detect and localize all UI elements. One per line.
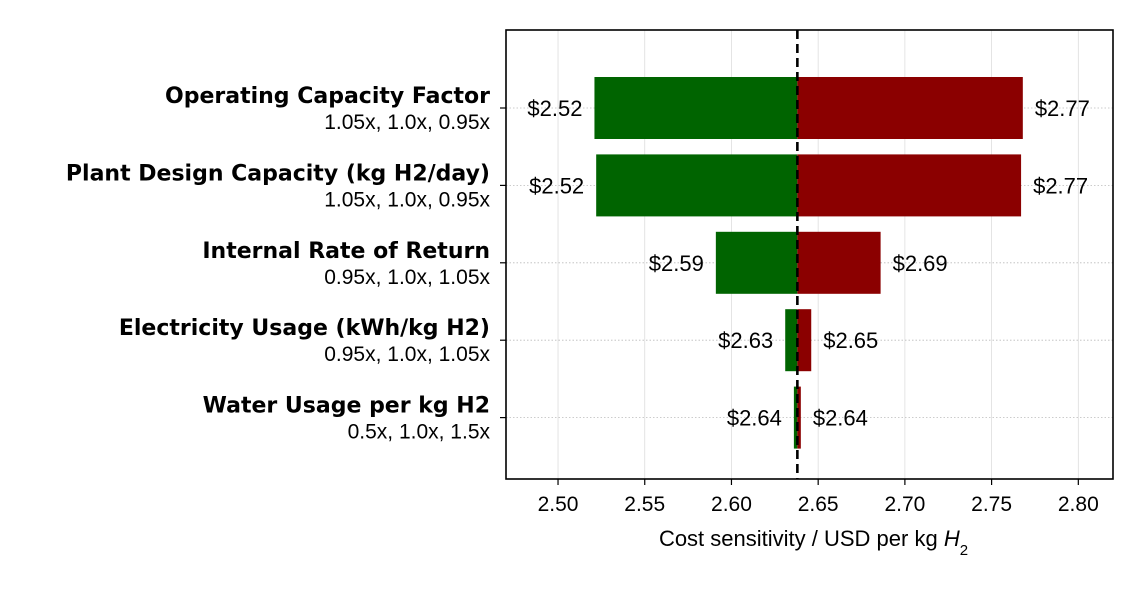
labels: 2.50 2.55 2.60 2.65 2.70 2.75 2.80 $2.52 $2.77 Op… [66, 84, 1099, 516]
high-bar [797, 309, 812, 372]
high-value-label: $2.64 [813, 406, 868, 431]
low-value-label: $2.52 [529, 173, 584, 198]
low-value-label: $2.64 [727, 406, 782, 431]
low-bar [793, 386, 798, 449]
low-bar [785, 309, 798, 372]
high-bar [797, 386, 801, 449]
parameter-multipliers: 0.5x, 1.0x, 1.5x [348, 421, 491, 444]
x-tick-label: 2.60 [711, 493, 752, 516]
plot-frame [505, 29, 1114, 480]
parameter-name: Plant Design Capacity (kg H2/day) [66, 161, 490, 186]
axis-ticks [500, 107, 1079, 485]
parameter-name: Internal Rate of Return [202, 239, 490, 264]
parameter-multipliers: 1.05x, 1.0x, 0.95x [324, 111, 490, 134]
x-tick-label: 2.55 [624, 493, 665, 516]
high-bar [797, 154, 1022, 217]
high-value-label: $2.77 [1033, 173, 1088, 198]
low-bar [596, 154, 798, 217]
high-bar [797, 77, 1023, 139]
low-value-label: $2.59 [649, 251, 704, 276]
low-value-label: $2.52 [527, 96, 582, 121]
parameter-multipliers: 1.05x, 1.0x, 0.95x [324, 188, 490, 211]
bars [594, 77, 1023, 449]
x-tick-label: 2.65 [798, 493, 839, 516]
x-axis-title: Cost sensitivity / USD per kg H2 [659, 526, 968, 559]
parameter-name: Operating Capacity Factor [165, 84, 490, 109]
x-tick-label: 2.75 [971, 493, 1012, 516]
high-value-label: $2.69 [893, 251, 948, 276]
x-tick-label: 2.70 [884, 493, 925, 516]
x-tick-label: 2.50 [538, 493, 579, 516]
x-tick-label: 2.80 [1058, 493, 1099, 516]
low-bar [715, 231, 798, 294]
low-value-label: $2.63 [718, 328, 773, 353]
parameter-multipliers: 0.95x, 1.0x, 1.05x [324, 266, 490, 289]
low-bar [594, 77, 798, 139]
high-value-label: $2.65 [823, 328, 878, 353]
parameter-name: Water Usage per kg H2 [203, 394, 490, 419]
high-value-label: $2.77 [1035, 96, 1090, 121]
parameter-multipliers: 0.95x, 1.0x, 1.05x [324, 343, 490, 366]
parameter-name: Electricity Usage (kWh/kg H2) [119, 316, 490, 341]
high-bar [797, 231, 881, 294]
